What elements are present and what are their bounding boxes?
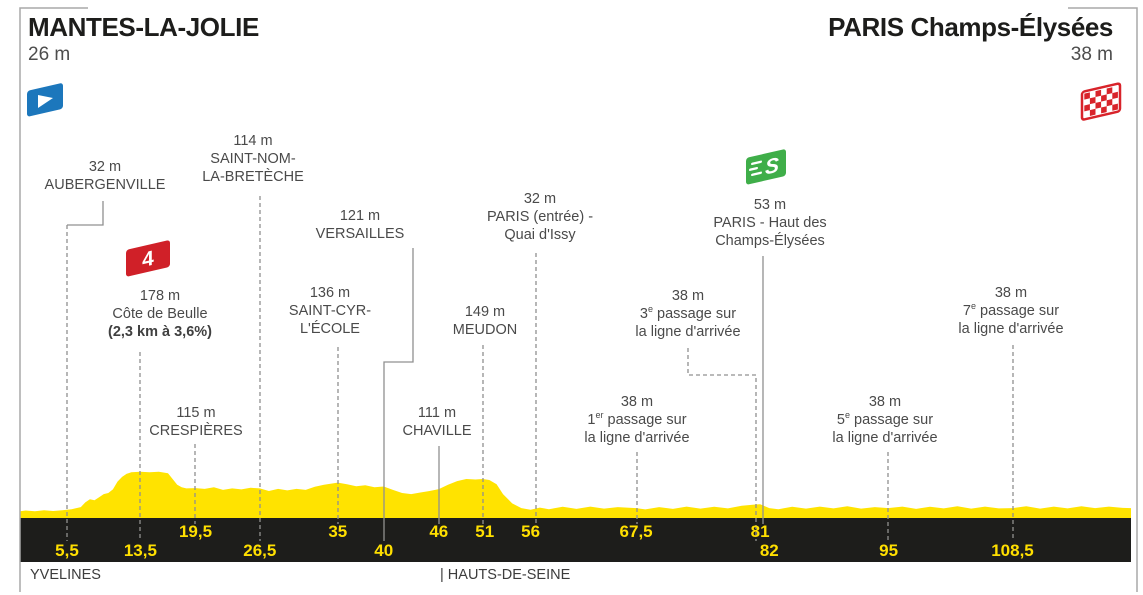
- km-tick-label: 81: [751, 522, 770, 541]
- sprint-flag-icon: S: [746, 149, 786, 185]
- start-flag-icon: [27, 83, 63, 117]
- waypoint-label-chaville: 111 m CHAVILLE: [402, 405, 472, 439]
- finish-flag-icon-shape: [1080, 82, 1122, 121]
- waypoint-label-aubergenville: 32 m AUBERGENVILLE: [44, 159, 166, 193]
- km-tick-label: 95: [879, 541, 898, 560]
- finish-flag-check: [1084, 92, 1090, 100]
- sprint-flag-speedline: [749, 166, 758, 171]
- km-tick-label: 13,5: [124, 541, 157, 560]
- waypoint-label-paris-haut-des-champs-elysees: 53 m PARIS - Haut des Champs-Élysées: [713, 197, 827, 249]
- cat4-flag-field: [126, 240, 170, 277]
- finish-flag-check: [1089, 108, 1096, 116]
- waypoint-label-cote-de-beulle: 178 m Côte de Beulle (2,3 km à 3,6%): [108, 288, 212, 340]
- km-tick-label: 51: [475, 522, 494, 541]
- frame-left: [19, 7, 88, 592]
- waypoint-label-meudon: 149 m MEUDON: [452, 304, 518, 338]
- waypoint-label-passage-3: 38 m 3e passage sur la ligne d'arrivée: [635, 288, 741, 340]
- category-4-climb-flag-icon: 4: [126, 240, 170, 277]
- km-tick-label: 67,5: [620, 522, 653, 541]
- sprint-flag-speedline: [751, 171, 762, 177]
- finish-flag-check: [1101, 106, 1107, 114]
- finish-flag-check: [1101, 94, 1107, 102]
- waypoint-label-passage-5: 38 m 5e passage sur la ligne d'arrivée: [832, 394, 938, 446]
- finish-flag-check: [1095, 101, 1102, 109]
- finish-town-name: PARIS Champs-Élysées: [828, 12, 1113, 42]
- km-tick-label: 108,5: [991, 541, 1034, 560]
- sprint-flag-icon-shape: S: [746, 149, 786, 185]
- finish-header: PARIS Champs-Élysées 38 m: [828, 12, 1113, 66]
- department-label: | HAUTS-DE-SEINE: [440, 567, 571, 583]
- waypoint-label-saint-cyr-l-ecole: 136 m SAINT-CYR- L'ÉCOLE: [288, 285, 372, 337]
- start-flag-icon-shape: [27, 83, 63, 117]
- waypoint-label-paris-quai-d-issy: 32 m PARIS (entrée) - Quai d'Issy: [486, 191, 594, 243]
- waypoint-label-saint-nom-la-breteche: 114 m SAINT-NOM- LA-BRETÈCHE: [202, 133, 304, 185]
- waypoint-label-versailles: 121 m VERSAILLES: [315, 208, 405, 242]
- km-scale-bar: [20, 518, 1131, 562]
- finish-flag-check: [1112, 103, 1118, 111]
- finish-flag-check: [1112, 91, 1118, 100]
- waypoint-label-crespieres: 115 m CRESPIÈRES: [149, 405, 243, 439]
- department-label: YVELINES: [30, 567, 101, 583]
- waypoint-label-passage-1: 38 m 1er passage sur la ligne d'arrivée: [584, 394, 690, 446]
- km-tick-label: 46: [429, 522, 448, 541]
- finish-flag-check: [1106, 99, 1113, 107]
- finish-flag-check: [1106, 87, 1113, 95]
- km-tick-label: 5,5: [55, 541, 79, 560]
- start-elevation: 26 m: [28, 44, 71, 65]
- finish-flag-check: [1089, 96, 1096, 105]
- km-tick-label: 35: [328, 522, 347, 541]
- leader-line-versailles: [383, 248, 414, 541]
- finish-flag-check: [1084, 104, 1090, 112]
- sprint-flag-speedline: [751, 160, 762, 166]
- waypoint-label-passage-7: 38 m 7e passage sur la ligne d'arrivée: [958, 285, 1064, 337]
- start-flag-triangle: [38, 94, 53, 108]
- start-town-name: MANTES-LA-JOLIE: [28, 12, 259, 42]
- finish-flag-icon: [1080, 82, 1122, 121]
- km-tick-label: 56: [521, 522, 540, 541]
- sprint-flag-field: [746, 149, 786, 185]
- finish-flag-border: [1080, 82, 1122, 121]
- km-tick-label: 19,5: [179, 522, 212, 541]
- start-header: MANTES-LA-JOLIE 26 m: [28, 12, 259, 66]
- leader-line-aubergenville: [67, 201, 104, 226]
- km-tick-label: 82: [760, 541, 779, 560]
- km-tick-label: 40: [374, 541, 393, 560]
- km-tick-label: 26,5: [243, 541, 276, 560]
- category-4-climb-flag-icon-shape: 4: [126, 240, 170, 277]
- finish-flag-check: [1095, 89, 1102, 97]
- finish-elevation: 38 m: [1070, 44, 1113, 65]
- cat4-flag-number: 4: [142, 246, 154, 272]
- leader-line-passage-3: [687, 348, 757, 541]
- elevation-profile-area: [20, 471, 1131, 518]
- sprint-flag-letter: S: [765, 153, 779, 180]
- frame-right: [1068, 7, 1138, 592]
